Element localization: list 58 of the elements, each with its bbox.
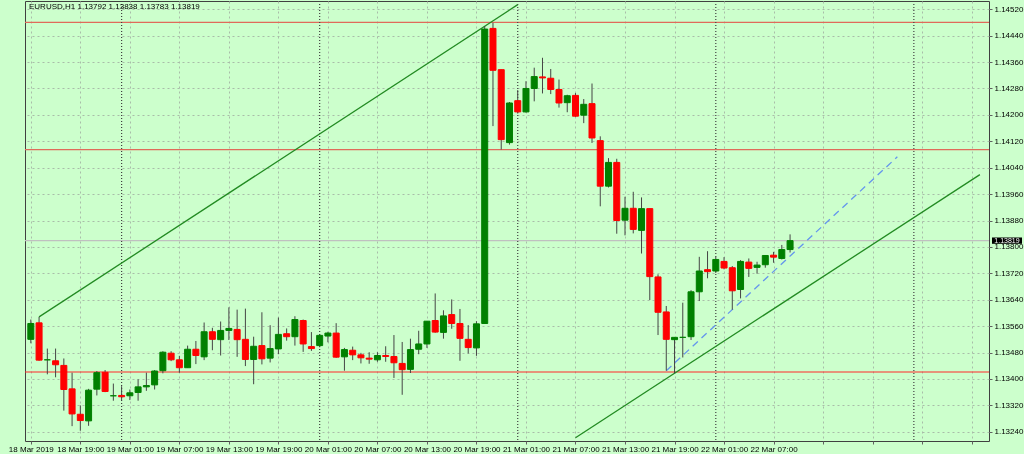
x-tick-label: 19 Mar 19:00 xyxy=(255,444,304,454)
y-tick-label: 1.13240 xyxy=(994,427,1024,437)
candlestick xyxy=(745,257,753,278)
x-tick-label: 19 Mar 07:00 xyxy=(156,444,204,454)
candlestick xyxy=(184,345,192,369)
y-tick-label: 1.13960 xyxy=(994,189,1024,199)
candlestick xyxy=(439,309,447,340)
y-tick-label: 1.14520 xyxy=(994,4,1024,14)
y-tick-label: 1.13800 xyxy=(994,242,1024,252)
candlestick xyxy=(629,191,637,234)
candlestick xyxy=(340,347,348,372)
y-tick-label: 1.14120 xyxy=(994,136,1024,146)
candlestick xyxy=(291,315,299,347)
candlestick xyxy=(621,196,629,236)
y-tick-label: 1.13640 xyxy=(994,295,1024,305)
y-tick-label: 1.14440 xyxy=(994,31,1024,41)
x-tick-label: 20 Mar 01:00 xyxy=(304,444,353,454)
candlestick xyxy=(192,340,200,365)
y-tick-label: 1.14360 xyxy=(994,57,1024,67)
y-tick-label: 1.13320 xyxy=(994,400,1024,410)
candlestick xyxy=(299,319,307,353)
x-tick-label: 21 Mar 01:00 xyxy=(502,444,551,454)
candlestick xyxy=(307,331,315,352)
candlestick xyxy=(580,98,588,124)
candlestick xyxy=(605,157,613,188)
candlestick xyxy=(398,341,406,396)
candlestick xyxy=(572,92,579,118)
y-tick-label: 1.14280 xyxy=(994,83,1024,93)
x-tick-label: 21 Mar 19:00 xyxy=(651,444,700,454)
x-tick-label: 22 Mar 07:00 xyxy=(750,444,799,454)
y-tick-label: 1.14040 xyxy=(994,163,1024,173)
x-tick-label: 22 Mar 01:00 xyxy=(700,444,749,454)
chart-title: EURUSD,H1 1.13792 1.13838 1.13783 1.13819 xyxy=(29,2,201,11)
x-tick-label: 18 Mar 2019 xyxy=(8,444,55,454)
candlestick xyxy=(52,348,60,378)
candlestick xyxy=(258,311,266,365)
y-tick-label: 1.14200 xyxy=(994,110,1024,120)
x-tick-label: 18 Mar 19:00 xyxy=(57,444,105,454)
x-tick-label: 21 Mar 07:00 xyxy=(552,444,601,454)
candlestick xyxy=(431,292,439,334)
candlestick xyxy=(93,370,101,396)
y-tick-label: 1.13480 xyxy=(994,348,1024,358)
x-tick-label: 19 Mar 01:00 xyxy=(106,444,155,454)
candlestick xyxy=(671,336,679,374)
y-tick-label: 1.13720 xyxy=(994,268,1024,278)
candlestick xyxy=(638,196,646,255)
x-tick-label: 19 Mar 13:00 xyxy=(205,444,254,454)
y-tick-label: 1.13880 xyxy=(994,216,1024,225)
candlestick xyxy=(464,324,472,355)
candlestick xyxy=(704,250,712,279)
y-tick-label: 1.13400 xyxy=(994,374,1024,384)
x-tick-label: 21 Mar 13:00 xyxy=(601,444,650,454)
x-tick-label: 20 Mar 07:00 xyxy=(354,444,403,454)
candlestick xyxy=(250,336,258,385)
x-tick-label: 20 Mar 19:00 xyxy=(453,444,502,454)
candlestick xyxy=(208,327,216,351)
y-tick-label: 1.13560 xyxy=(994,321,1024,331)
x-tick-label: 20 Mar 13:00 xyxy=(403,444,452,454)
